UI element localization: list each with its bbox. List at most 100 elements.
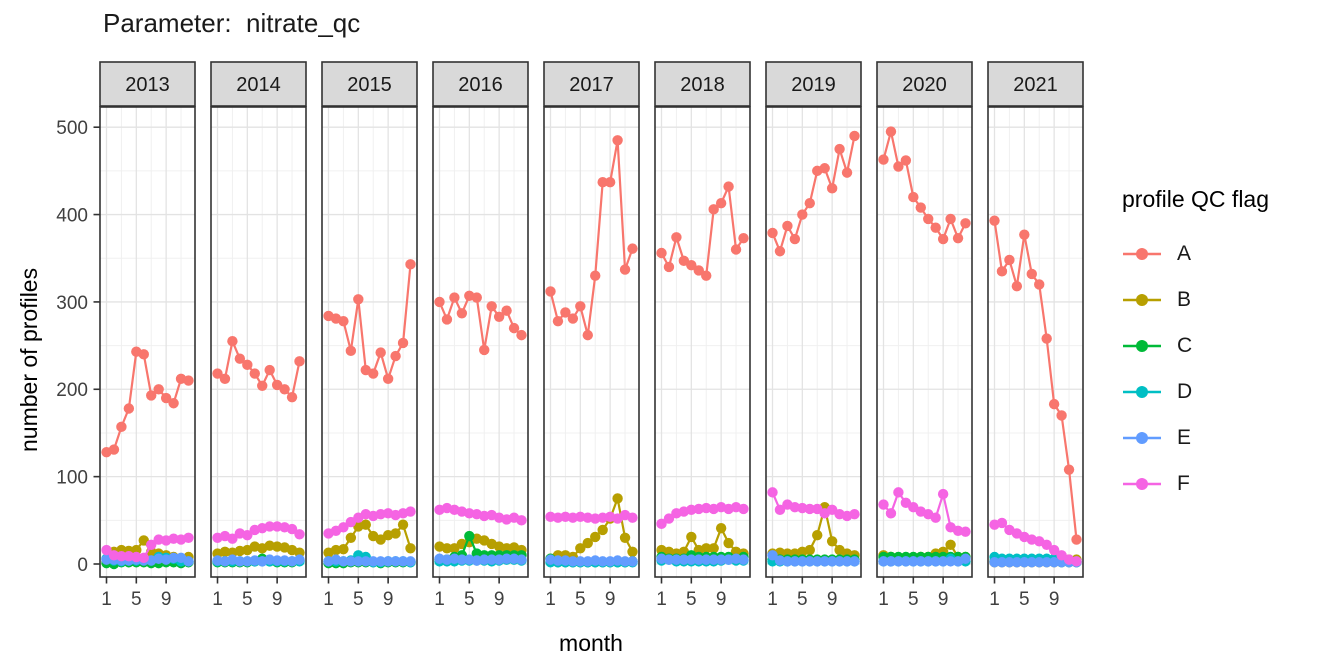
point-A-2017-m8 [597, 177, 608, 188]
series-F-2015 [323, 506, 416, 539]
point-E-2019-m9 [826, 556, 838, 567]
facet-2021: 2021 1 5 9 [987, 61, 1084, 610]
point-A-2020-m3 [893, 161, 904, 172]
panel-border [543, 106, 640, 578]
point-A-2016-m3 [449, 292, 460, 303]
x-tick-label: 5 [575, 589, 586, 610]
point-F-2019-m1 [767, 487, 778, 498]
panel-border [987, 106, 1084, 578]
x-tick-label: 1 [656, 589, 667, 610]
point-E-2021-m3 [1004, 557, 1015, 568]
legend-item-B: B [1122, 277, 1269, 323]
point-B-2019-m6 [804, 544, 815, 556]
point-E-2020-m7 [923, 556, 934, 567]
point-E-2021-m4 [1011, 557, 1023, 568]
point-A-2021-m4 [1011, 280, 1023, 292]
point-A-2020-m5 [908, 191, 919, 203]
facet-strip-2013 [99, 61, 196, 107]
point-F-2014-m3 [227, 533, 238, 544]
point-A-2016-m1 [434, 296, 445, 308]
point-A-2013-m3 [116, 421, 127, 433]
point-B-2018-m5 [686, 531, 697, 543]
point-A-2017-m1 [545, 286, 556, 297]
point-F-2020-m2 [885, 508, 897, 519]
point-F-2013-m3 [116, 550, 127, 562]
point-E-2020-m6 [915, 556, 926, 567]
point-A-2017-m12 [627, 243, 638, 254]
facet-strip-label: 2016 [458, 74, 503, 96]
point-F-2015-m12 [405, 506, 416, 517]
x-tick-label: 1 [101, 589, 112, 610]
point-A-2014-m4 [234, 353, 246, 364]
series-F-2021 [989, 517, 1082, 567]
point-A-2021-m5 [1019, 229, 1030, 240]
x-tick-label: 9 [383, 589, 394, 610]
point-E-2015-m7 [368, 556, 379, 567]
point-A-2015-m11 [397, 337, 409, 349]
point-E-2019-m6 [804, 556, 815, 567]
point-E-2021-m7 [1034, 557, 1045, 568]
y-tick-label: 500 [56, 118, 88, 139]
point-F-2021-m8 [1041, 539, 1052, 550]
facet-2020: 2020 1 5 9 [876, 61, 973, 610]
point-F-2021-m12 [1071, 556, 1082, 567]
series-F-2014 [212, 521, 305, 544]
point-B-2015-m3 [338, 543, 349, 555]
point-A-2016-m6 [471, 292, 482, 303]
point-B-2015-m4 [345, 532, 357, 543]
series-F-2013 [101, 532, 194, 564]
point-E-2015-m8 [375, 556, 386, 567]
point-B-2017-m6 [582, 537, 593, 549]
x-tick-label: 1 [212, 589, 223, 610]
facet-strip-2017 [543, 61, 640, 107]
x-tick-label: 9 [605, 589, 616, 610]
point-A-2013-m12 [183, 375, 194, 386]
point-A-2015-m5 [353, 294, 364, 305]
point-E-2019-m11 [841, 556, 853, 567]
point-A-2017-m3 [560, 307, 571, 318]
point-F-2013-m6 [138, 552, 149, 564]
point-B-2015-m6 [360, 519, 371, 530]
x-tick-label: 9 [272, 589, 283, 610]
point-E-2019-m10 [834, 556, 845, 567]
facet-strip-label: 2018 [680, 74, 725, 96]
series-B-2014 [212, 540, 305, 559]
x-tick-label: 1 [878, 589, 889, 610]
point-A-2020-m2 [885, 126, 897, 137]
point-E-2015-m5 [353, 556, 364, 567]
legend-key-icon-C [1123, 340, 1161, 352]
point-A-2014-m12 [294, 356, 305, 367]
point-E-2021-m2 [996, 557, 1008, 568]
point-F-2014-m11 [286, 523, 298, 535]
point-A-2018-m8 [708, 204, 719, 215]
point-F-2021-m2 [996, 517, 1008, 529]
legend-label-B: B [1177, 288, 1192, 311]
point-B-2017-m8 [597, 524, 608, 536]
point-A-2014-m5 [242, 359, 253, 371]
point-B-2018-m8 [708, 543, 719, 554]
point-A-2016-m9 [493, 311, 505, 322]
x-tick-label: 5 [686, 589, 697, 610]
point-F-2014-m5 [242, 529, 253, 541]
point-E-2017-m8 [597, 556, 608, 567]
point-A-2020-m7 [923, 213, 934, 225]
point-A-2017-m11 [619, 264, 631, 275]
point-F-2018-m1 [656, 518, 667, 530]
x-tick-label: 1 [989, 589, 1000, 610]
point-E-2021-m1 [989, 557, 1000, 568]
point-A-2017-m4 [567, 313, 579, 324]
point-A-2020-m12 [960, 218, 971, 229]
point-E-2021-m8 [1041, 557, 1052, 568]
point-A-2019-m1 [767, 227, 778, 239]
point-A-2015-m10 [390, 350, 401, 362]
point-B-2018-m7 [701, 543, 712, 554]
point-E-2017-m4 [567, 556, 579, 567]
point-A-2017-m10 [612, 135, 623, 146]
point-A-2016-m4 [456, 308, 468, 319]
facet-strip-label: 2015 [347, 74, 392, 96]
chart-title: Parameter: nitrate_qc [103, 8, 361, 38]
x-tick-label: 9 [1049, 589, 1060, 610]
point-E-2016-m12 [516, 554, 527, 565]
